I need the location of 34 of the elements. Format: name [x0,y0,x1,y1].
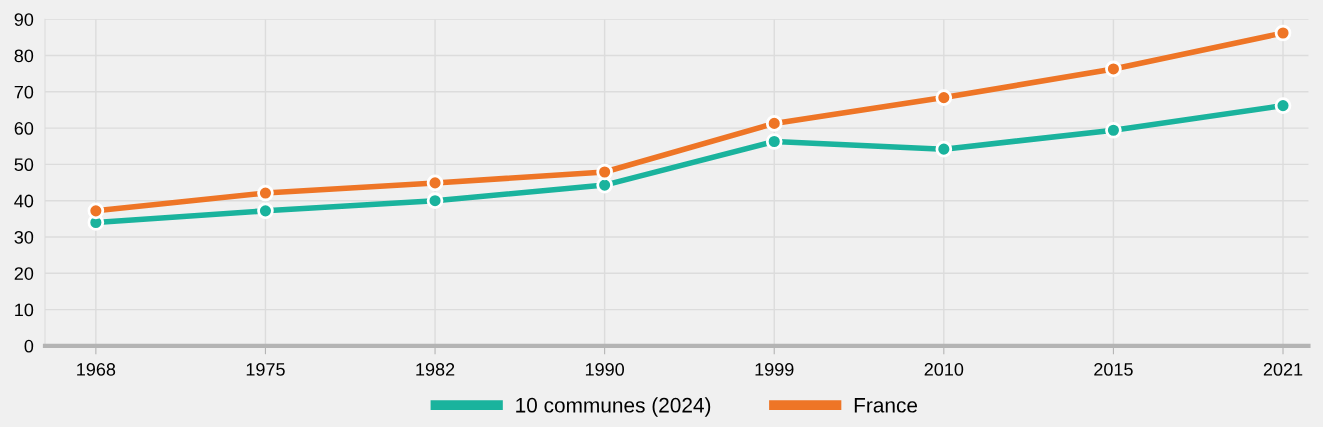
x-tick-label: 1968 [77,363,116,376]
x-tick-label: 2015 [1094,363,1133,376]
point [1274,24,1292,42]
point [426,192,444,210]
legend-label: France [854,398,918,413]
x-tick-label: 1990 [585,363,625,376]
y-tick-label: 10 [15,303,34,317]
y-tick-label: 30 [14,230,34,244]
y-tick-label: 70 [14,85,34,99]
point [935,89,953,106]
x-tick-label: 2021 [1263,363,1303,376]
point [426,174,444,192]
point [87,202,105,220]
y-tick-label: 60 [14,122,34,135]
point [765,133,783,150]
x-tick-label: 2010 [924,363,964,376]
y-tick-label: 40 [14,194,34,208]
x-tick-label: 1982 [416,363,455,376]
point [935,140,953,158]
y-tick-label: 90 [14,13,34,26]
point [1274,97,1292,114]
y-tick-label: 0 [24,339,34,353]
x-tick-label: 1999 [755,363,794,376]
y-tick-label: 80 [14,49,34,63]
y-tick-label: 20 [14,267,34,280]
point [257,202,274,220]
point [257,184,274,202]
point [1105,121,1122,139]
x-tick-label: 1975 [246,363,285,376]
y-tick-label: 50 [14,158,34,172]
legend-label: 10 communes (2024) [516,397,711,417]
point [1105,60,1122,78]
point [765,115,783,132]
point [596,163,613,181]
